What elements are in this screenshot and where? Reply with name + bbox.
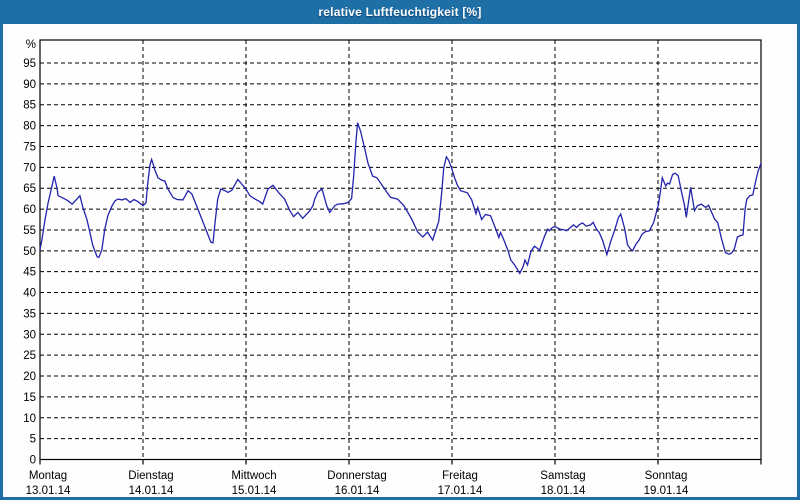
y-axis-tick-label: 60 (23, 204, 36, 216)
y-axis-tick-label: 25 (23, 350, 36, 362)
x-axis-day-label: Freitag (442, 470, 478, 482)
x-axis-date-label: 14.01.14 (129, 485, 174, 497)
y-axis-tick-label: 65 (23, 183, 36, 195)
title-bar: relative Luftfeuchtigkeit [%] (0, 0, 800, 24)
x-axis-date-label: 18.01.14 (541, 485, 586, 497)
y-axis-tick-label: 70 (23, 162, 36, 174)
y-axis-tick-label: 95 (23, 58, 36, 70)
y-axis-tick-label: 15 (23, 392, 36, 404)
y-axis-unit-label: % (26, 39, 36, 51)
y-axis-tick-label: 45 (23, 267, 36, 279)
y-axis-tick-label: 10 (23, 413, 36, 425)
y-axis-tick-label: 75 (23, 141, 36, 153)
x-axis-date-label: 19.01.14 (644, 485, 689, 497)
plot-border (39, 39, 762, 461)
y-axis-tick-label: 50 (23, 246, 36, 258)
x-axis-date-label: 13.01.14 (26, 485, 71, 497)
x-axis-day-label: Dienstag (128, 470, 173, 482)
y-axis-tick-label: 40 (23, 288, 36, 300)
y-axis-tick-label: 20 (23, 371, 36, 383)
y-axis-tick-label: 30 (23, 329, 36, 341)
x-axis-day-label: Mittwoch (231, 470, 276, 482)
window-title: relative Luftfeuchtigkeit [%] (318, 5, 482, 19)
y-axis-tick-label: 35 (23, 308, 36, 320)
x-axis-day-label: Sonntag (645, 470, 688, 482)
humidity-line (39, 122, 762, 275)
x-axis-date-label: 17.01.14 (438, 485, 483, 497)
y-axis-tick-label: 55 (23, 225, 36, 237)
y-axis-tick-label: 85 (23, 100, 36, 112)
y-axis-tick-label: 80 (23, 121, 36, 133)
x-axis-date-label: 15.01.14 (232, 485, 277, 497)
y-axis-tick-label: 0 (30, 455, 36, 467)
x-axis-day-label: Donnerstag (327, 470, 386, 482)
y-axis-tick-label: 5 (30, 434, 36, 446)
x-axis-day-label: Montag (29, 470, 67, 482)
y-axis-tick-label: 90 (23, 79, 36, 91)
x-axis-date-label: 16.01.14 (335, 485, 380, 497)
x-axis-day-label: Samstag (540, 470, 585, 482)
